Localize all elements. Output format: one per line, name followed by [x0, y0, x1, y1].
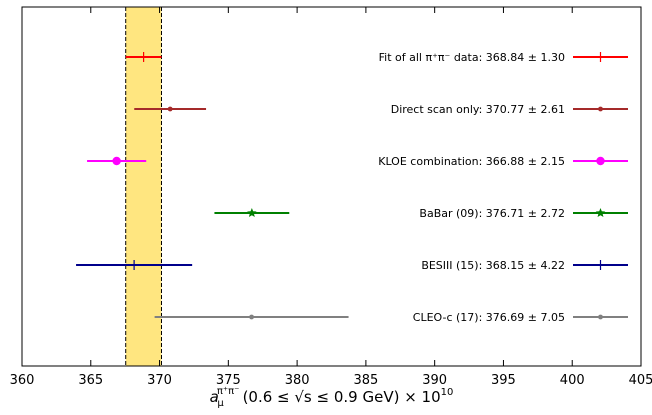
series-0 — [125, 52, 162, 62]
x-tick-label-8: 400 — [560, 373, 585, 388]
legend-marker-3 — [595, 208, 606, 218]
x-axis-title-part-3: (0.6 ≤ √s ≤ 0.9 GeV) × 10 — [238, 388, 441, 406]
legend-label-5: CLEO-c (17): 376.69 ± 7.05 — [413, 311, 565, 324]
legend-entry-3: BaBar (09): 376.71 ± 2.72 — [419, 207, 628, 220]
x-axis: 360 365 370 375 380 385 390 395 400 405 — [10, 7, 652, 388]
x-tick-label-5: 385 — [353, 373, 378, 388]
data-point-2 — [112, 156, 121, 166]
x-axis-title-exponent: 10 — [441, 387, 454, 398]
legend-marker-0 — [595, 52, 606, 62]
legend-entry-1: Direct scan only: 370.77 ± 2.61 — [391, 103, 628, 116]
plot-frame — [21, 6, 642, 367]
x-axis-title: aπ⁺π⁻ μ (0.6 ≤ √s ≤ 0.9 GeV) × 1010 — [210, 386, 454, 409]
legend-label-4: BESIII (15): 368.15 ± 4.22 — [421, 259, 565, 272]
legend-marker-1 — [598, 106, 603, 112]
legend-marker-5 — [598, 314, 603, 320]
x-tick-label-7: 395 — [491, 373, 516, 388]
x-tick-label-2: 370 — [147, 373, 172, 388]
series-1 — [134, 106, 207, 112]
legend-entry-5: CLEO-c (17): 376.69 ± 7.05 — [413, 311, 628, 324]
series-4 — [76, 260, 193, 270]
data-point-0 — [138, 52, 149, 62]
x-axis-title-part-2: μ — [217, 398, 224, 409]
data-point-1 — [167, 106, 173, 112]
series-layer — [76, 52, 349, 320]
x-tick-label-3: 375 — [216, 373, 241, 388]
legend-layer: Fit of all π⁺π⁻ data: 368.84 ± 1.30 Direc… — [378, 51, 628, 324]
x-tick-label-6: 390 — [422, 373, 447, 388]
uncertainty-band — [125, 7, 162, 366]
data-point-3 — [247, 208, 257, 218]
legend-marker-4 — [595, 260, 606, 270]
legend-label-1: Direct scan only: 370.77 ± 2.61 — [391, 103, 565, 116]
series-5 — [154, 314, 349, 320]
data-point-5 — [249, 314, 254, 320]
legend-label-2: KLOE combination: 366.88 ± 2.15 — [378, 155, 565, 168]
legend-entry-2: KLOE combination: 366.88 ± 2.15 — [378, 155, 628, 168]
legend-label-0: Fit of all π⁺π⁻ data: 368.84 ± 1.30 — [379, 51, 565, 64]
x-tick-label-9: 405 — [629, 373, 652, 388]
series-3 — [214, 208, 290, 218]
x-tick-label-0: 360 — [10, 373, 35, 388]
x-axis-title-part-1: π⁺π⁻ — [217, 386, 240, 397]
series-2 — [87, 156, 147, 166]
x-tick-label-1: 365 — [78, 373, 103, 388]
legend-marker-2 — [596, 156, 605, 166]
legend-entry-4: BESIII (15): 368.15 ± 4.22 — [421, 259, 628, 272]
band-fill — [125, 7, 162, 366]
x-tick-label-4: 380 — [285, 373, 310, 388]
x-axis-title-part-0: a — [210, 388, 219, 406]
data-point-4 — [129, 260, 140, 270]
legend-label-3: BaBar (09): 376.71 ± 2.72 — [419, 207, 565, 220]
legend-entry-0: Fit of all π⁺π⁻ data: 368.84 ± 1.30 — [379, 51, 628, 64]
